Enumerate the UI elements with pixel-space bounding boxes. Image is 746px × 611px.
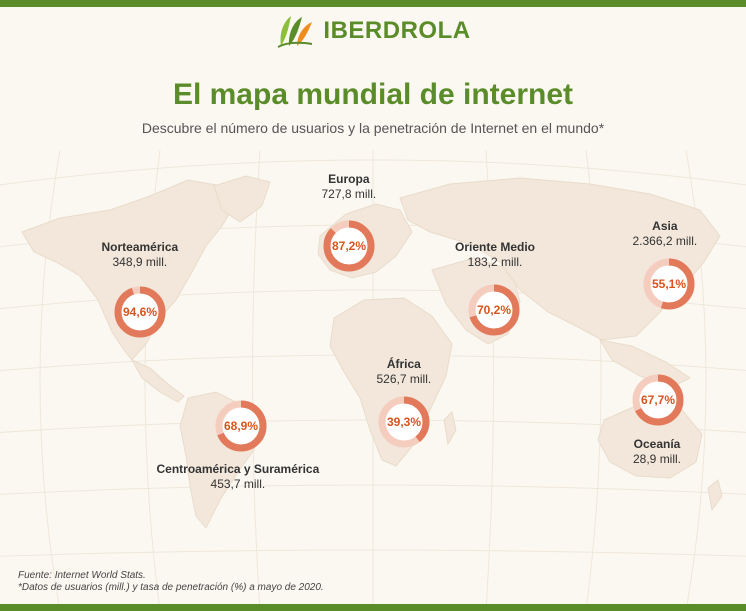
region-label-oceania: Oceanía 28,9 mill. [633,437,681,467]
penetration-value: 94,6% [122,305,158,319]
region-name: Oceanía [633,437,681,451]
penetration-value: 70,2% [476,303,512,317]
donut-ring [114,286,166,338]
penetration-value: 55,1% [651,277,687,291]
region-label-europa: Europa 727,8 mill. [322,172,377,202]
top-bar [0,0,746,7]
region-users: 453,7 mill. [210,477,266,491]
region-name: Centroamérica y Suramérica [156,462,320,476]
region-users: 183,2 mill. [467,255,523,269]
donut-value-arc [215,400,267,452]
region-users: 348,9 mill. [112,255,168,269]
penetration-value: 67,7% [640,393,676,407]
bottom-bar [0,604,746,611]
donut-value-arc [378,396,430,448]
donut-ring [643,258,695,310]
region-label-oriente: Oriente Medio 183,2 mill. [455,240,535,270]
penetration-donut-africa: 39,3% [376,394,432,450]
central-america-shape [130,358,185,403]
north-america-shape [21,179,237,361]
donut-value-arc [323,220,375,272]
penetration-value: 39,3% [386,415,422,429]
region-name: Asia [652,219,678,233]
region-users: 2.366,2 mill. [632,234,698,248]
region-name: Europa [328,172,370,186]
donut-value-arc [468,284,520,336]
penetration-donut-norteamerica: 94,6% [112,284,168,340]
greenland-shape [213,175,271,223]
donut-ring [215,400,267,452]
penetration-value: 87,2% [331,239,367,253]
penetration-donut-latam: 68,9% [213,398,269,454]
footer: Fuente: Internet World Stats. *Datos de … [18,570,324,594]
leaf-logo-icon [277,16,313,48]
donut-ring [378,396,430,448]
region-users: 526,7 mill. [376,372,432,386]
region-label-norteamerica: Norteamérica 348,9 mill. [102,240,179,270]
asia-shape [399,177,721,341]
penetration-donut-oceania: 67,7% [630,372,686,428]
donut-ring [632,374,684,426]
data-note: *Datos de usuarios (mill.) y tasa de pen… [18,582,324,593]
region-users: 727,8 mill. [321,187,377,201]
donut-ring [323,220,375,272]
brand-name: IBERDROLA [323,17,471,44]
madagascar-shape [443,411,457,446]
source-note: Fuente: Internet World Stats. [18,570,146,581]
page-title: El mapa mundial de internet [172,78,574,111]
donut-value-arc [643,258,695,310]
region-label-latam: Centroamérica y Suramérica 453,7 mill. [157,462,320,492]
region-users: 28,9 mill. [633,452,682,466]
region-label-asia: Asia 2.366,2 mill. [633,219,698,249]
region-name: Oriente Medio [455,240,536,254]
region-name: Norteamérica [101,240,179,254]
page-subtitle: Descubre el número de usuarios y la pene… [141,120,605,136]
penetration-donut-asia: 55,1% [641,256,697,312]
new-zealand-shape [707,479,723,512]
donut-value-arc [632,374,684,426]
donut-value-arc [114,286,166,338]
penetration-value: 68,9% [223,419,259,433]
penetration-donut-oriente: 70,2% [466,282,522,338]
region-name: África [386,357,421,371]
region-label-africa: África 526,7 mill. [377,357,432,387]
penetration-donut-europa: 87,2% [321,218,377,274]
southeast-asia-shape [598,339,691,387]
brand-logo: IBERDROLA [0,14,746,48]
donut-ring [468,284,520,336]
